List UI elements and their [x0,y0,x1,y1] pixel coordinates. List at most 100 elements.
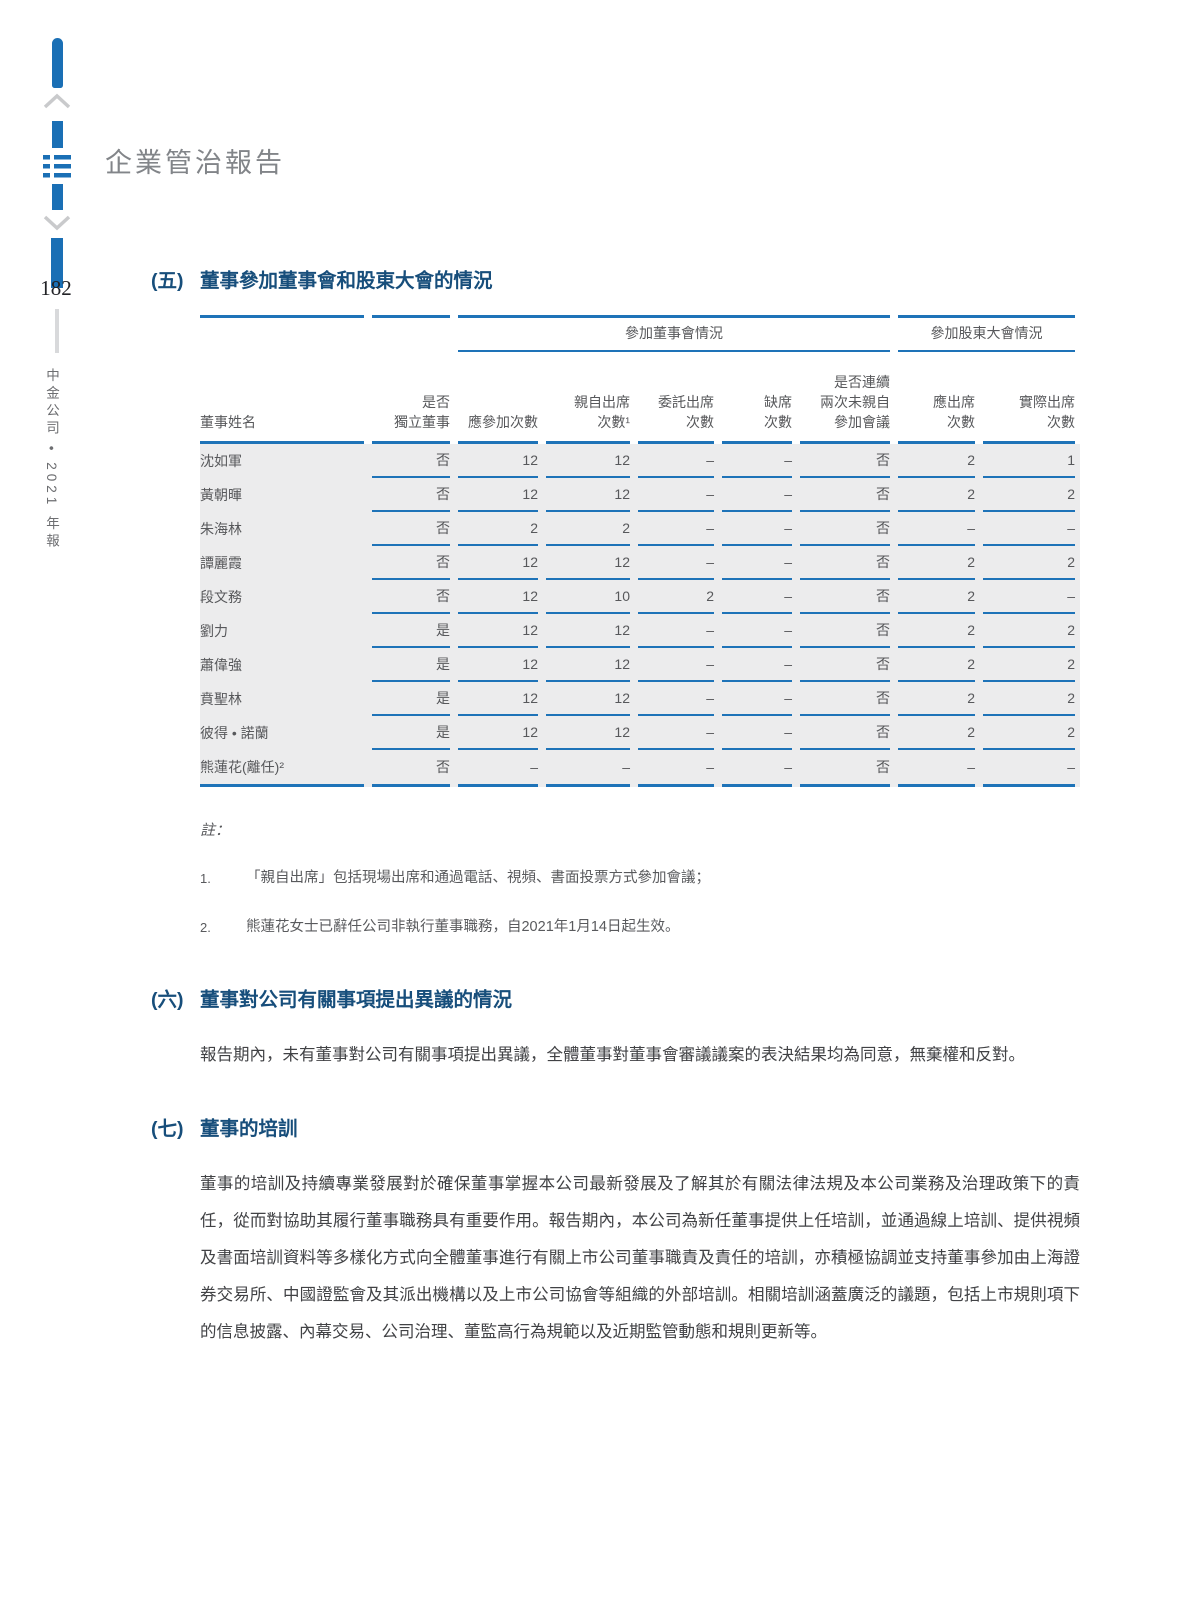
cell-value: 10 [546,580,630,614]
cell-value: – [722,546,792,580]
cell-value: 否 [372,546,450,580]
director-name: 沈如軍 [200,453,242,469]
notes-label: 註： [200,823,231,839]
cell-value: – [784,759,792,775]
cell-value: – [722,478,792,512]
section7-body: 董事的培訓及持續專業發展對於確保董事掌握本公司最新發展及了解其於有關法律法規及本… [200,1175,1080,1341]
cell-value: 1 [983,444,1075,478]
cell-value: 2 [983,648,1075,682]
column-header: 董事姓名 [200,352,364,444]
cell-value: 2 [898,682,975,716]
cell-value: 否 [800,682,890,716]
rail-bar-top [52,38,63,88]
page-number-tick [55,309,59,353]
section6-heading: (六) 董事對公司有關事項提出異議的情況 [151,987,1080,1013]
section5-title: 董事參加董事會和股東大會的情況 [200,270,493,292]
cell-value: 2 [983,478,1075,512]
cell-value: 2 [983,716,1075,750]
note-text: 熊蓮花女士已辭任公司非執行董事職務，自2021年1月14日起生效。 [246,919,680,935]
cell-value: 12 [458,444,538,478]
cell-value: 是 [372,614,450,648]
section7-title: 董事的培訓 [200,1118,298,1140]
cell-value: 12 [458,682,538,716]
director-name: 段文務 [200,589,242,605]
section5-heading: (五) 董事參加董事會和股東大會的情況 [151,268,1080,294]
note-number: 2. [200,920,211,935]
cell-value: 2 [983,614,1075,648]
table-row: 朱海林否 2 2– – 否 – – [200,512,1080,546]
cell-value: – [638,444,714,478]
table-header-row: 董事姓名 是否 獨立董事 應參加次數 親自出席 次數¹ 委託出席 次數 缺席 次… [200,352,1080,444]
table-body: 沈如軍否 12 12– – 否 2 1 黃朝暉否 12 12– – 否 2 2 朱海林否 2 2– – 否 – – 譚麗霞… [200,444,1080,787]
cell-value: 12 [458,546,538,580]
cell-value: 2 [898,444,975,478]
chevron-up-icon [43,93,71,109]
section6-body: 報告期內，未有董事對公司有關事項提出異議，全體董事對董事會審議議案的表決結果均為… [200,1046,1025,1064]
note-item: 2. 熊蓮花女士已辭任公司非執行董事職務，自2021年1月14日起生效。 [200,916,1080,938]
note-item: 1. 「親自出席」包括現場出席和通過電話、視頻、書面投票方式參加會議； [200,867,1080,889]
cell-value: 12 [546,546,630,580]
column-header: 應參加次數 [458,352,538,444]
report-title: 企業管治報告 [105,148,285,178]
list-icon [43,155,71,178]
cell-value: – [967,759,975,775]
cell-value: 2 [898,648,975,682]
table-row: 劉力是 12 12– – 否 2 2 [200,614,1080,648]
cell-value: 12 [458,648,538,682]
rail-bar-segment [52,121,63,148]
table-row: 熊蓮花(離任)² 否 – – – – 否 – – [200,750,1080,784]
cell-value: – [530,759,538,775]
section7-heading: (七) 董事的培訓 [151,1116,1080,1142]
cell-value: 否 [800,716,890,750]
cell-value: – [983,580,1075,614]
cell-value: – [638,648,714,682]
director-name: 譚麗霞 [200,555,242,571]
table-row: 蕭偉強是 12 12– – 否 2 2 [200,648,1080,682]
group-header-shareholders: 參加股東大會情況 [898,315,1075,352]
cell-value: – [983,512,1075,546]
table-row: 彼得 • 諾蘭是 12 12– – 否 2 2 [200,716,1080,750]
cell-value: – [638,546,714,580]
cell-value: 否 [800,546,890,580]
director-name: 彼得 • 諾蘭 [200,725,269,741]
cell-value: – [722,614,792,648]
cell-value: 12 [546,444,630,478]
column-header: 實際出席 次數 [983,352,1075,444]
note-number: 1. [200,871,211,886]
cell-value: 是 [372,648,450,682]
column-header: 親自出席 次數¹ [546,352,630,444]
cell-value: – [638,716,714,750]
cell-value: – [638,512,714,546]
cell-value: 否 [800,580,890,614]
cell-value: 否 [800,512,890,546]
cell-value: 12 [546,614,630,648]
cell-value: – [722,716,792,750]
cell-value: – [722,444,792,478]
cell-value: 否 [372,478,450,512]
director-name: 賁聖林 [200,691,242,707]
group-header-board: 參加董事會情況 [458,315,890,352]
cell-value: – [638,682,714,716]
cell-value: 否 [800,444,890,478]
column-header: 委託出席 次數 [638,352,714,444]
group-spacer [372,315,450,352]
cell-value: 2 [983,546,1075,580]
cell-value: 否 [800,478,890,512]
cell-value: 是 [372,716,450,750]
table-row: 黃朝暉否 12 12– – 否 2 2 [200,478,1080,512]
cell-value: 否 [800,614,890,648]
cell-value: 否 [876,759,890,775]
cell-value: – [722,682,792,716]
column-header: 是否 獨立董事 [372,352,450,444]
cell-value: – [638,614,714,648]
table-row: 沈如軍否 12 12– – 否 2 1 [200,444,1080,478]
cell-value: – [898,512,975,546]
cell-value: 12 [458,580,538,614]
rail-bar-bottom [51,238,63,288]
cell-value: 2 [898,614,975,648]
page-number: 182 [40,276,72,300]
cell-value: – [638,478,714,512]
cell-value: 12 [546,648,630,682]
rail-bar-segment [52,184,63,210]
